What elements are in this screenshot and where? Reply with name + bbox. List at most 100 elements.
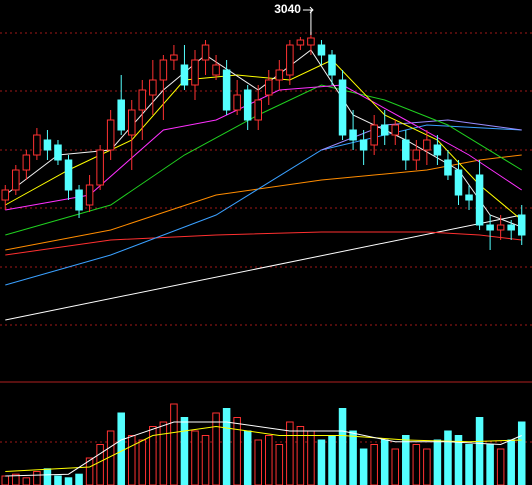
candle-body — [159, 59, 168, 81]
candle-body — [170, 54, 178, 61]
candle-body — [391, 124, 400, 136]
annotation: 3040 — [274, 2, 301, 16]
candle-body — [380, 124, 389, 136]
volume-bar — [423, 448, 431, 485]
candle-body — [180, 64, 189, 86]
volume-bar — [233, 417, 241, 485]
volume-bar — [75, 473, 83, 485]
candle-body — [275, 69, 284, 81]
candle-body — [138, 89, 147, 111]
volume-bar — [286, 421, 294, 485]
candle-body — [22, 154, 31, 171]
volume-bar — [12, 473, 20, 485]
candle-body — [43, 139, 52, 151]
volume-bar — [517, 421, 526, 485]
volume-bar — [33, 471, 41, 485]
candle-body — [64, 159, 73, 191]
candle-body — [454, 169, 463, 196]
volume-bar — [149, 426, 157, 485]
candle-body — [423, 139, 431, 151]
candle-body — [307, 37, 315, 46]
volume-bar — [507, 439, 515, 485]
annotation-arrow — [302, 6, 314, 35]
volume-bar — [54, 475, 62, 485]
candle-body — [486, 224, 494, 231]
candle-body — [243, 89, 252, 121]
volume-bar — [391, 448, 400, 485]
candle-body — [75, 189, 83, 211]
volume-bar — [496, 448, 505, 485]
line — [5, 214, 522, 321]
volume-bar — [85, 457, 94, 485]
candle-body — [338, 79, 347, 136]
candle-body — [286, 44, 294, 76]
candle-body — [12, 169, 20, 191]
volume-bar — [22, 477, 31, 485]
line — [5, 421, 522, 477]
volume-bar — [317, 439, 326, 485]
volume-bar — [359, 448, 368, 485]
candle-body — [296, 39, 305, 46]
volume-bar — [275, 444, 284, 485]
candle-body — [233, 94, 241, 111]
candle-body — [433, 144, 442, 156]
candle-body — [359, 139, 368, 151]
volume-bar — [486, 444, 494, 485]
volume-bar — [180, 417, 189, 485]
volume-bar — [243, 430, 252, 485]
volume-bar — [433, 439, 442, 485]
volume-bar — [212, 412, 220, 485]
volume-bar — [64, 477, 73, 485]
candle-body — [54, 144, 62, 161]
candle-body — [254, 99, 262, 121]
line — [5, 231, 522, 256]
volume-bar — [349, 430, 357, 485]
candle-body — [201, 44, 210, 61]
candle-body — [106, 119, 115, 151]
candle-body — [117, 99, 125, 131]
volume-bar — [412, 444, 421, 485]
candle-body — [33, 134, 41, 156]
volume-bar — [117, 412, 125, 485]
volume-bar — [380, 439, 389, 485]
candle-body — [349, 129, 357, 141]
candle-body — [412, 149, 421, 161]
candle-body — [265, 79, 273, 96]
candle-body — [149, 79, 157, 96]
volume-bar — [328, 435, 336, 485]
candle-body — [191, 59, 199, 86]
line — [5, 124, 522, 286]
volume-bar — [96, 444, 104, 485]
candle-body — [96, 149, 104, 186]
volume-bar — [338, 408, 347, 485]
candle-body — [370, 124, 378, 146]
volume-bar — [254, 439, 262, 485]
volume-bar — [370, 444, 378, 485]
volume-bar — [465, 444, 473, 485]
candle-body — [1, 189, 10, 201]
line — [5, 425, 522, 472]
candle-body — [127, 109, 136, 136]
volume-bar — [201, 435, 210, 485]
volume-bar — [138, 439, 147, 485]
volume-bar — [402, 435, 410, 485]
candle-body — [517, 214, 526, 236]
volume-bar — [222, 408, 231, 485]
volume-bar — [296, 426, 305, 485]
volume-bar — [307, 430, 315, 485]
candle-body — [496, 224, 505, 231]
volume-bar — [454, 435, 463, 485]
candle-body — [328, 54, 336, 76]
candle-body — [222, 69, 231, 111]
candle-body — [317, 44, 326, 56]
volume-bar — [475, 417, 484, 485]
volume-bar — [444, 430, 452, 485]
candle-body — [402, 139, 410, 161]
volume-bar — [191, 430, 199, 485]
candle-body — [444, 159, 452, 176]
volume-bar — [43, 468, 52, 485]
candle-body — [475, 174, 484, 226]
candle-body — [507, 224, 515, 231]
candle-body — [212, 64, 220, 76]
